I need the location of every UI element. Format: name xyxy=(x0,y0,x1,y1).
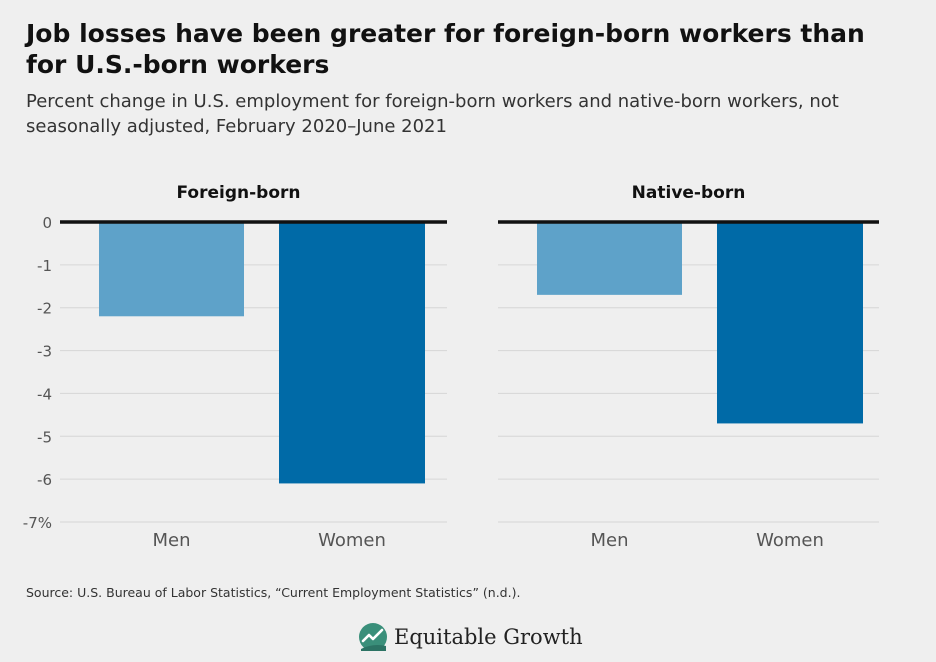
chart-title: Job losses have been greater for foreign… xyxy=(26,19,865,79)
panel-title: Foreign-born xyxy=(176,183,300,203)
bar-chart: 0 -1 -2 -3 -4 -5 -6 -7% Men Women Foreign-born Men W… xyxy=(23,183,879,551)
y-tick-label: -1 xyxy=(37,257,52,275)
chart-subtitle: Percent change in U.S. employment for fo… xyxy=(26,91,839,137)
y-tick-label: 0 xyxy=(42,214,52,232)
equitable-growth-logo-icon xyxy=(359,623,387,651)
bar-men xyxy=(537,222,682,295)
x-tick-label: Women xyxy=(756,530,824,551)
y-tick-label: -5 xyxy=(37,428,52,446)
bar-men xyxy=(99,222,244,317)
x-tick-label: Men xyxy=(590,530,628,551)
y-tick-label: -2 xyxy=(37,300,52,318)
brand-name: Equitable Growth xyxy=(394,625,583,649)
brand-logo: Equitable Growth xyxy=(358,620,583,654)
y-tick-label: -3 xyxy=(37,343,52,361)
bar-women xyxy=(717,222,863,424)
bar-women xyxy=(279,222,425,484)
x-tick-label: Women xyxy=(318,530,386,551)
x-tick-label: Men xyxy=(152,530,190,551)
y-tick-label: -4 xyxy=(37,385,52,403)
y-tick-label: -7% xyxy=(23,514,52,532)
panel-title: Native-born xyxy=(632,183,746,203)
source-note: Source: U.S. Bureau of Labor Statistics,… xyxy=(26,585,521,600)
y-tick-label: -6 xyxy=(37,471,52,489)
